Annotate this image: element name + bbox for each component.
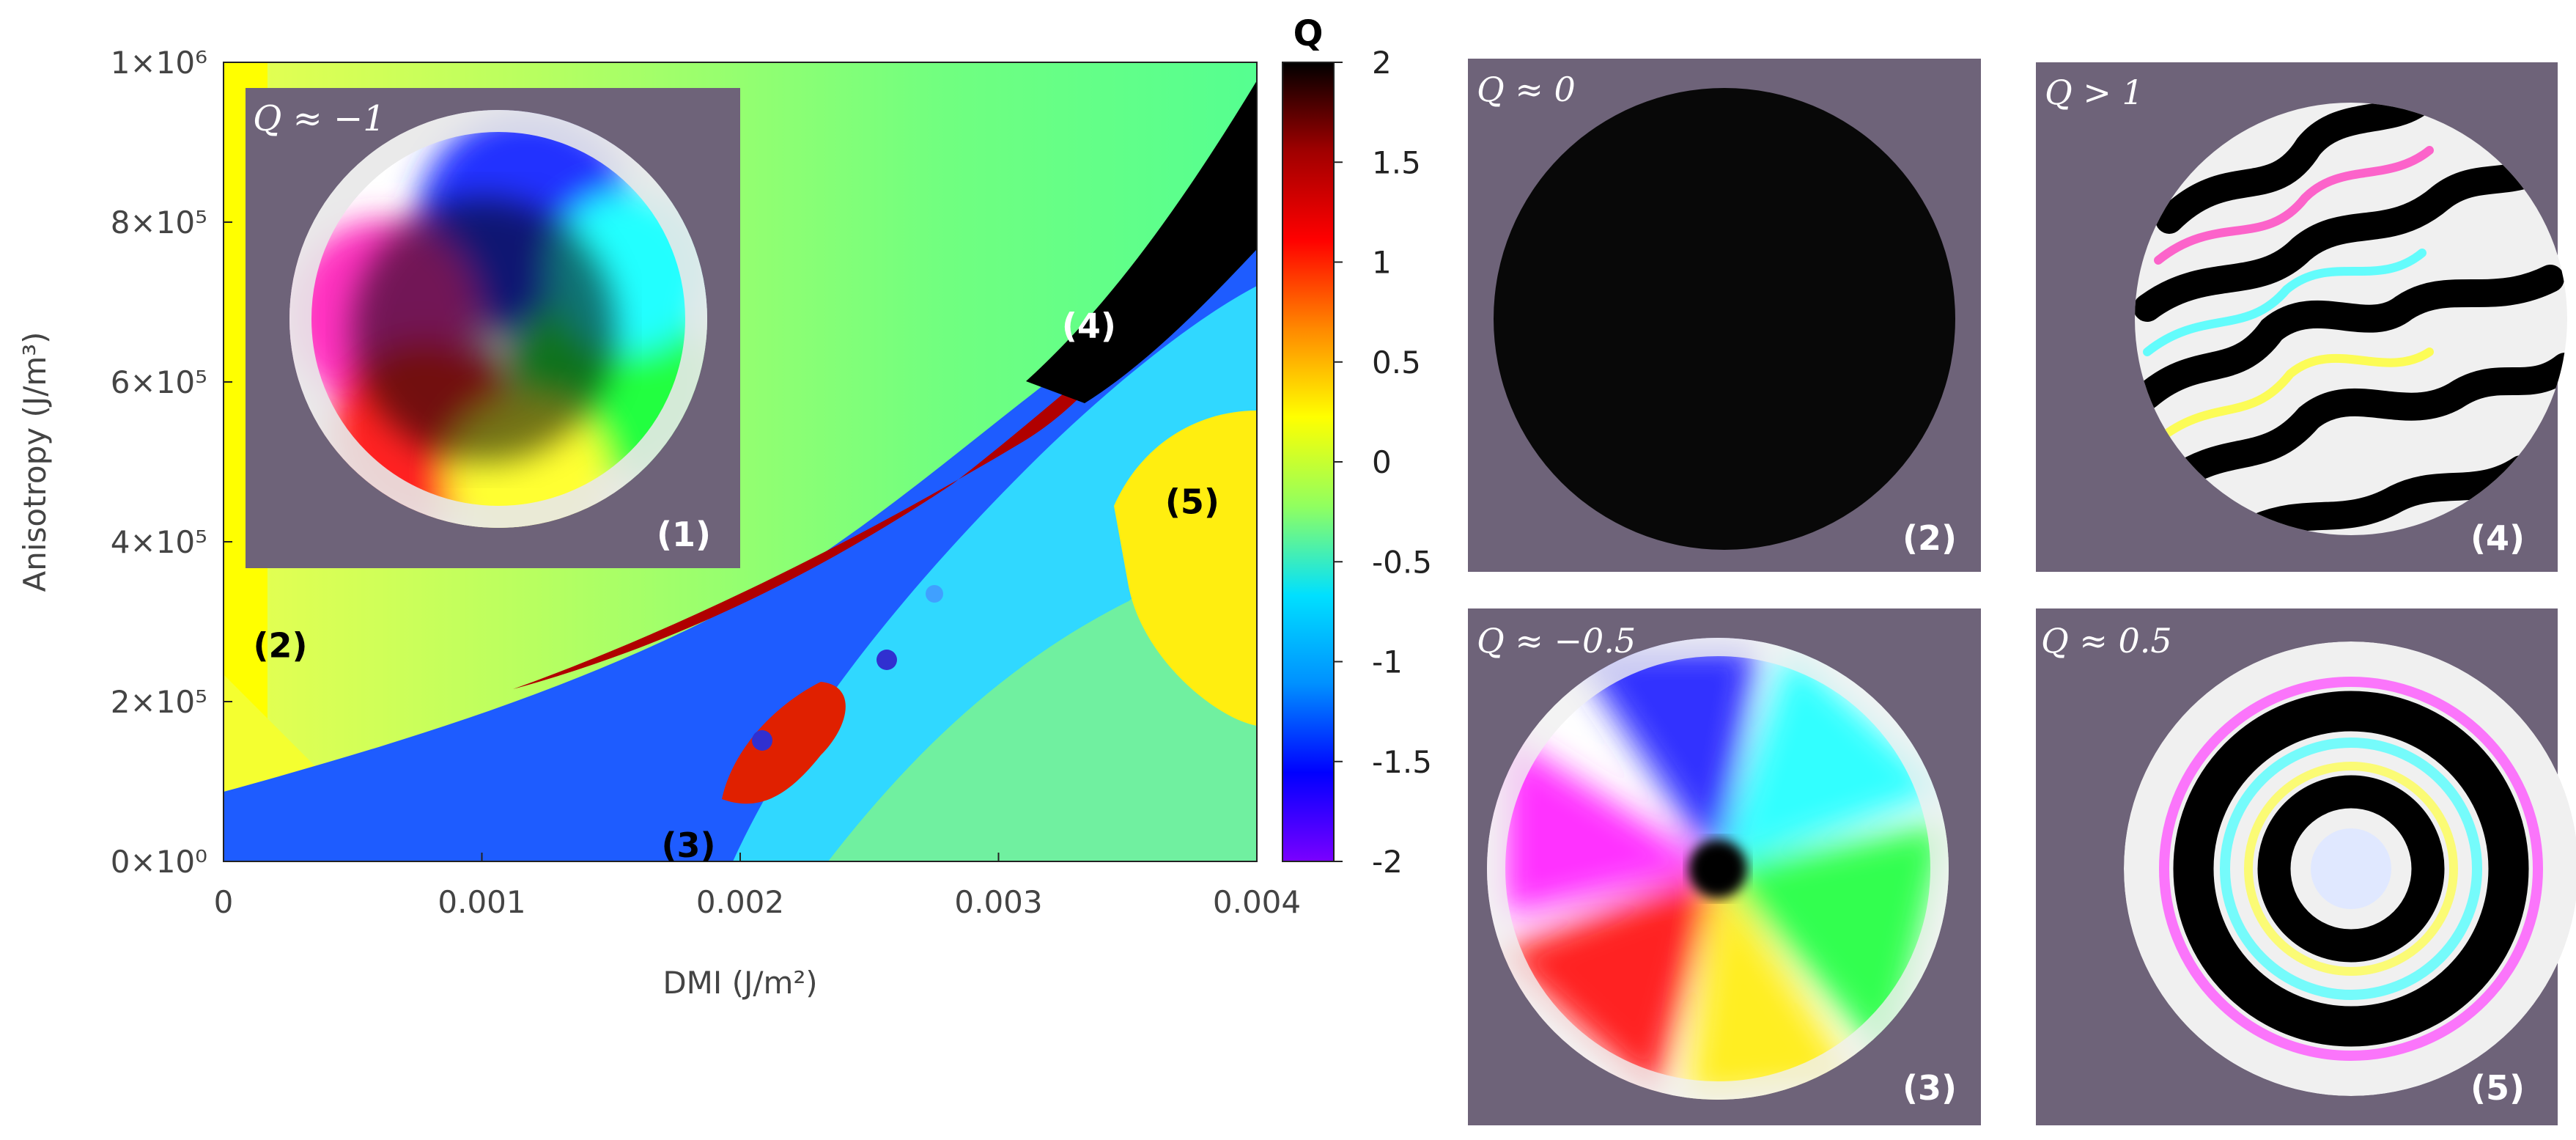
colorbar-tick-label: 2: [1372, 45, 1392, 81]
colorbar-tick-label: -2: [1372, 844, 1403, 880]
region-5-yellow: [1114, 411, 1257, 726]
region-labels: (2) (3) (4) (5): [254, 306, 1219, 865]
x-axis: 0 0.001 0.002 0.003 0.004: [214, 853, 1301, 920]
panel-4: Q > 1 (4): [2036, 62, 2567, 572]
panel-q-label: Q ≈ 0.5: [2041, 621, 2172, 661]
vortex-sector-magenta: [1502, 733, 1718, 916]
inset-panel-1: Q ≈ −1 (1): [246, 88, 740, 568]
target-ring-color: [2159, 677, 2543, 1061]
stripe: [2243, 455, 2535, 535]
inset-number: (1): [657, 515, 711, 554]
x-axis-label: DMI (J/m²): [663, 965, 817, 1001]
disc-core: [352, 198, 616, 462]
panel-number: (2): [1903, 518, 1957, 558]
region-3-blob: [722, 682, 846, 804]
colorbar-ticks: 2 1.5 1 0.5 0 -0.5 -1 -1.5 -2: [1334, 45, 1432, 880]
stripe: [2135, 265, 2564, 410]
panel-q-label: Q ≈ 0: [1477, 70, 1576, 109]
colorbar-tick-label: 0: [1372, 444, 1392, 480]
vortex-sector-blue: [1568, 645, 1759, 869]
vortex-sector-red: [1495, 869, 1718, 1100]
x-tick-label: 0.003: [954, 884, 1042, 920]
target-ring-color: [2220, 738, 2482, 1000]
region-label: (4): [1062, 306, 1116, 346]
panel-2: Q ≈ 0 (2): [1468, 59, 1981, 572]
panel-number: (4): [2470, 518, 2525, 558]
vortex-sector-yellow: [1686, 869, 1861, 1100]
panel-5: Q ≈ 0.5 (5): [2036, 608, 2576, 1125]
stripe-color: [2143, 249, 2426, 356]
panel-number: (5): [2470, 1068, 2525, 1108]
panel-q-label: Q > 1: [2045, 73, 2144, 112]
panel-number: (3): [1903, 1068, 1957, 1108]
region-blue-spot: [752, 730, 772, 751]
y-tick-label: 4×10⁵: [111, 524, 207, 560]
colorbar-gradient: [1282, 62, 1335, 862]
x-tick-label: 0.002: [696, 884, 784, 920]
dark-disc: [1494, 88, 1955, 550]
inset-q-label: Q ≈ −1: [253, 98, 385, 139]
colorbar-title: Q: [1293, 13, 1324, 54]
y-axis: 0×10⁰ 2×10⁵ 4×10⁵ 6×10⁵ 8×10⁵ 1×10⁶: [111, 45, 232, 880]
colorbar-tick-label: 1.5: [1372, 144, 1421, 180]
x-tick-label: 0.001: [438, 884, 525, 920]
region-label: (5): [1165, 482, 1219, 522]
disc-rim: [289, 110, 707, 528]
stripe: [2155, 353, 2567, 498]
region-green: [828, 491, 1257, 861]
y-tick-label: 6×10⁵: [111, 364, 207, 400]
colorbar-tick-label: 0.5: [1372, 345, 1421, 380]
region-4-black: [1026, 81, 1257, 403]
colorbar-tick-label: -1: [1372, 644, 1403, 680]
vortex-sector-cyan: [1718, 645, 1949, 869]
vortex-core: [1689, 839, 1747, 898]
colorbar: Q 2 1.5 1 0.5 0 -0.5 -1 -1.5 -2: [1282, 13, 1432, 880]
y-tick-label: 8×10⁵: [111, 205, 207, 240]
x-tick-label: 0.004: [1213, 884, 1301, 920]
panel-3: Q ≈ −0.5 (3): [1468, 608, 1981, 1125]
panel-q-label: Q ≈ −0.5: [1477, 621, 1636, 661]
y-tick-label: 0×10⁰: [111, 844, 207, 880]
region-blue-spot: [926, 585, 943, 603]
vortex-rim: [1487, 638, 1949, 1100]
region-label: (3): [661, 825, 715, 865]
target-ring-color: [2244, 762, 2458, 976]
x-tick-label: 0: [214, 884, 234, 920]
stripe-color: [2154, 146, 2434, 265]
colorbar-tick-label: -0.5: [1372, 544, 1432, 580]
colorbar-tick-label: -1.5: [1372, 744, 1432, 780]
y-axis-label: Anisotropy (J/m³): [17, 331, 53, 592]
target-ring-outer: [2173, 691, 2529, 1047]
region-label: (2): [254, 626, 308, 666]
y-tick-label: 2×10⁵: [111, 684, 207, 720]
colorbar-tick-label: 1: [1372, 245, 1392, 281]
target-ring-inner: [2257, 775, 2445, 963]
stripe: [2155, 103, 2432, 234]
target-center: [2311, 828, 2391, 909]
region-blue-spot: [876, 650, 897, 670]
stripe: [2135, 147, 2564, 322]
stripe-color: [2154, 347, 2434, 444]
y-tick-label: 1×10⁶: [111, 45, 207, 81]
